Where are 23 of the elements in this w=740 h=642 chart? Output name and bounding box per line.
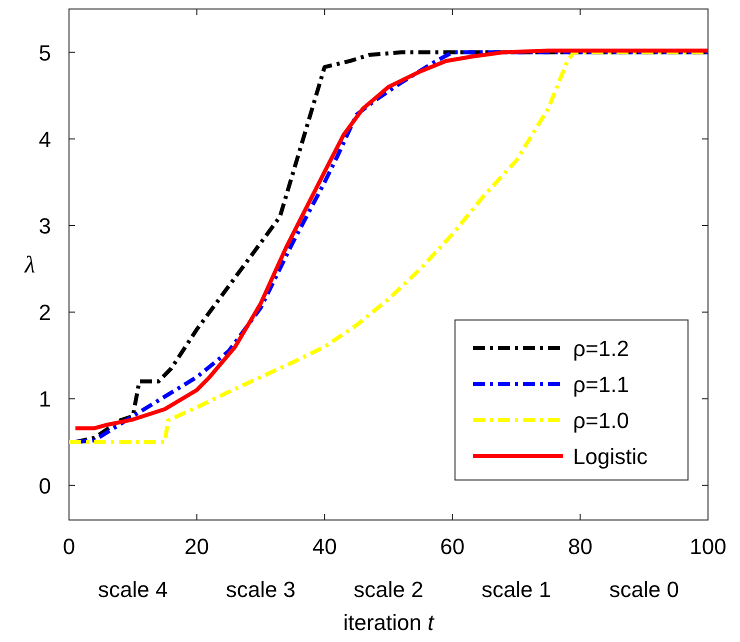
text: scale 0 [609, 577, 679, 602]
text: scale 1 [481, 577, 552, 602]
text: scale 3 [226, 577, 296, 602]
y-tick-label: 4 [38, 126, 51, 152]
y-tick-label: 1 [38, 386, 51, 412]
x-tick-label: 0 [62, 534, 76, 559]
x-tick-label: 100 [690, 534, 726, 559]
y-axis-title: λ [24, 252, 36, 278]
legend-label: ρ=1.2 [573, 336, 629, 361]
x-tick-label: 20 [184, 534, 210, 559]
y-tick-label: 0 [38, 473, 51, 498]
x-tick-label: 40 [312, 534, 337, 559]
x-axis-title: iteration t [343, 610, 435, 635]
text: scale 4 [98, 577, 168, 602]
y-tick-label: 5 [38, 40, 51, 66]
y-tick-label: 3 [38, 214, 51, 239]
y-tick-label: 2 [38, 300, 51, 326]
x-tick-label: 60 [440, 534, 465, 559]
legend-label: ρ=1.0 [573, 408, 629, 433]
text: scale 2 [354, 577, 424, 602]
legend-label: Logistic [573, 444, 648, 469]
legend-label: ρ=1.1 [573, 372, 629, 397]
x-tick-label: 80 [568, 534, 592, 559]
